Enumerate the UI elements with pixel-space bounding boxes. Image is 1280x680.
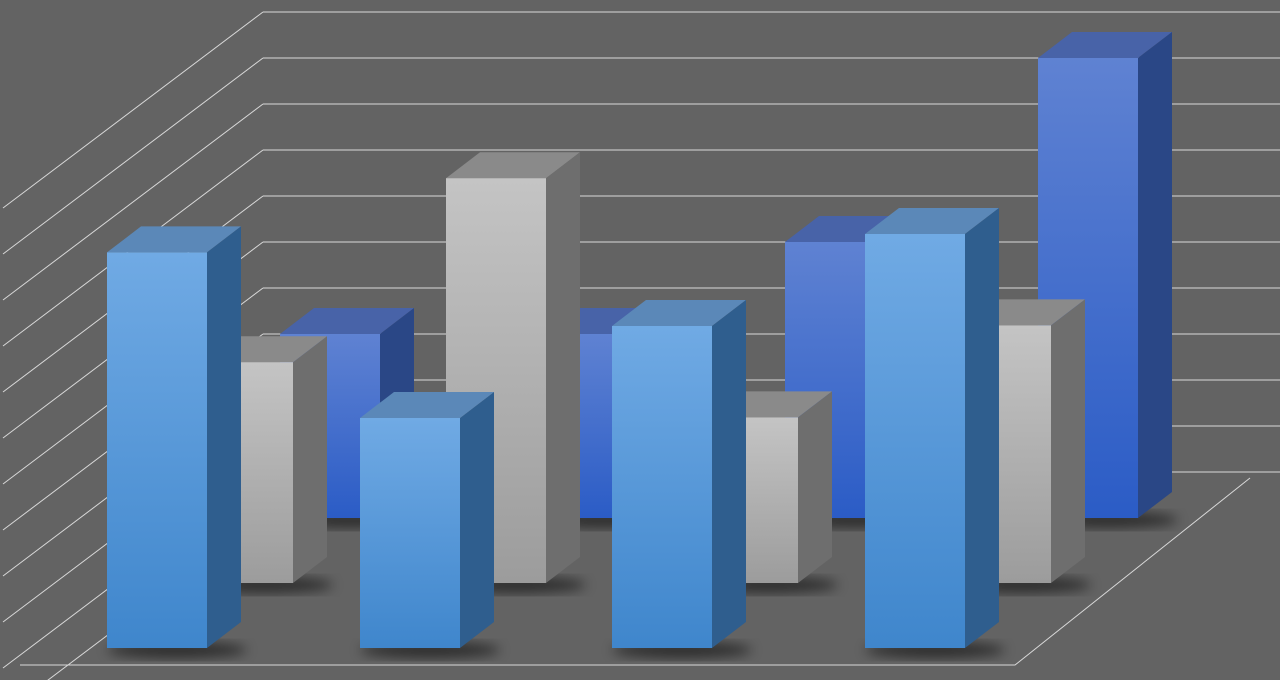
bar-side	[1138, 32, 1172, 518]
bar-side	[207, 226, 241, 648]
bar-top	[865, 208, 999, 234]
bar-top	[360, 392, 494, 418]
bar-face	[360, 418, 460, 648]
bar-face	[612, 326, 712, 648]
bar-top	[446, 152, 580, 179]
side-gridline	[2, 57, 264, 255]
bars	[107, 32, 1178, 658]
bar-front-2	[360, 392, 500, 658]
bar-face	[107, 252, 207, 648]
bar-side	[965, 208, 999, 648]
bar-side	[798, 391, 832, 583]
side-gridline	[2, 103, 264, 301]
bar-top	[612, 300, 746, 326]
bar-front-1	[107, 226, 247, 658]
bar-top	[280, 308, 414, 334]
bar-side	[293, 336, 327, 583]
floor-edge	[20, 477, 1251, 666]
bar-side	[460, 392, 494, 648]
bar-top	[107, 226, 241, 253]
bar-side	[546, 152, 580, 583]
side-gridline	[2, 11, 264, 209]
bar-face	[865, 234, 965, 648]
bar-side	[712, 300, 746, 648]
bar-front-4	[865, 208, 1005, 658]
bar-front-3	[612, 300, 752, 658]
bar-top	[1038, 32, 1172, 58]
bar-side	[1051, 299, 1085, 583]
